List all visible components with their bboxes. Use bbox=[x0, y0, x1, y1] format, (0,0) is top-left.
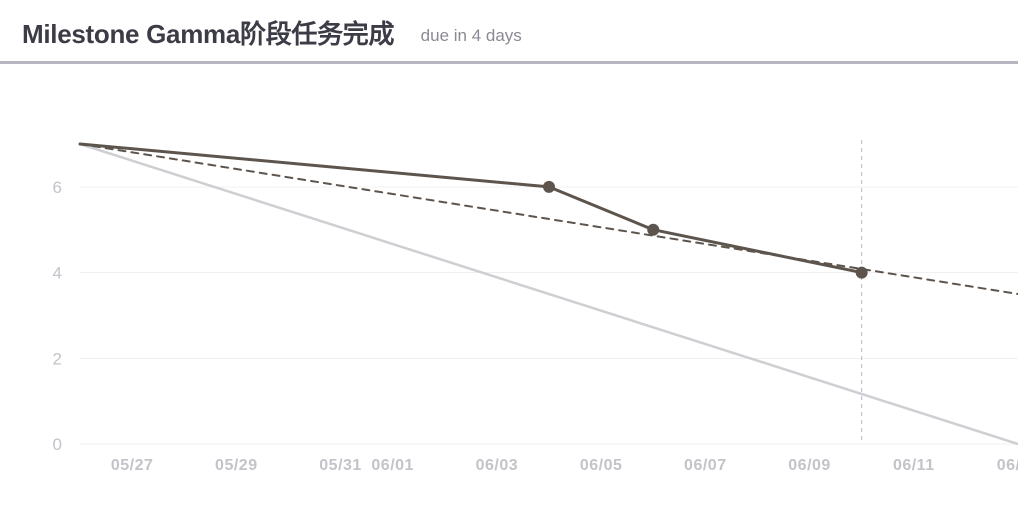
y-tick-label: 4 bbox=[53, 264, 62, 283]
series-actual-point bbox=[648, 224, 659, 235]
burndown-chart: 0 2 4 6 05/27 05/29 05/31 06/01 06/03 06/05 06/07 0… bbox=[0, 64, 1018, 522]
x-tick-label: 05/27 bbox=[111, 457, 154, 474]
series-actual-point bbox=[544, 181, 555, 192]
x-tick-label: 06/13 bbox=[997, 457, 1018, 474]
chart-header: Milestone Gamma阶段任务完成 due in 4 days bbox=[0, 0, 1018, 64]
x-tick-label: 06/09 bbox=[788, 457, 831, 474]
x-tick-label: 06/05 bbox=[580, 457, 623, 474]
series-projection bbox=[80, 144, 1018, 294]
x-tick-label: 06/07 bbox=[684, 457, 727, 474]
x-tick-label: 06/01 bbox=[371, 457, 414, 474]
y-tick-label: 2 bbox=[53, 349, 62, 368]
chart-title: Milestone Gamma阶段任务完成 bbox=[22, 19, 394, 49]
y-tick-label: 6 bbox=[53, 178, 62, 197]
y-tick-label: 0 bbox=[53, 435, 62, 454]
chart-svg: 0 2 4 6 05/27 05/29 05/31 06/01 06/03 06/05 06/07 0… bbox=[0, 64, 1018, 522]
chart-subtitle: due in 4 days bbox=[421, 26, 522, 45]
series-actual-point bbox=[856, 267, 867, 278]
x-tick-label: 05/29 bbox=[215, 457, 258, 474]
x-tick-label: 05/31 bbox=[319, 457, 362, 474]
x-tick-label: 06/11 bbox=[893, 457, 935, 474]
x-tick-label: 06/03 bbox=[476, 457, 519, 474]
